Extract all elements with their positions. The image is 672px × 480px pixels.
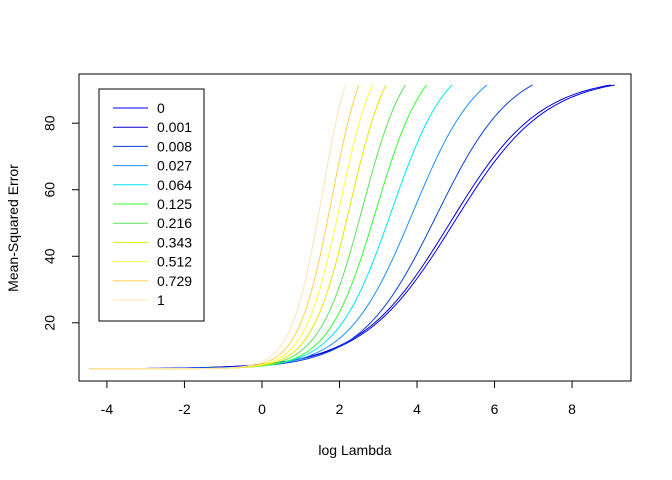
y-tick-label: 60	[42, 182, 58, 198]
legend-label: 0.216	[157, 215, 192, 231]
legend-label: 0.001	[157, 119, 192, 135]
x-tick-label: 0	[258, 401, 266, 417]
x-tick-label: 8	[568, 401, 576, 417]
legend: 0 0.001 0.008 0.027 0.064 0.125 0.216 0.343 0.51…	[98, 88, 205, 322]
x-tick-label: 4	[413, 401, 421, 417]
x-tick-label: 2	[336, 401, 344, 417]
legend-label: 0.064	[157, 177, 192, 193]
x-axis: -4 -2 0 2 4 6 8	[101, 380, 576, 417]
y-tick-label: 40	[42, 248, 58, 264]
legend-label: 0	[157, 100, 165, 116]
y-tick-label: 80	[42, 115, 58, 131]
legend-label: 0.343	[157, 234, 192, 250]
x-tick-label: -4	[101, 401, 114, 417]
series-line-1	[89, 84, 346, 370]
x-tick-label: -2	[178, 401, 191, 417]
y-axis: 20 40 60 80	[42, 115, 80, 331]
legend-label: 0.125	[157, 196, 192, 212]
legend-label: 0.027	[157, 158, 192, 174]
y-tick-label: 20	[42, 315, 58, 331]
series-layer	[89, 84, 615, 370]
legend-label: 0.729	[157, 273, 192, 289]
x-axis-label: log Lambda	[318, 442, 391, 458]
legend-label: 0.512	[157, 254, 192, 270]
legend-label: 0.008	[157, 138, 192, 154]
y-axis-label: Mean-Squared Error	[5, 164, 21, 292]
x-tick-label: 6	[491, 401, 499, 417]
legend-label: 1	[157, 292, 165, 308]
